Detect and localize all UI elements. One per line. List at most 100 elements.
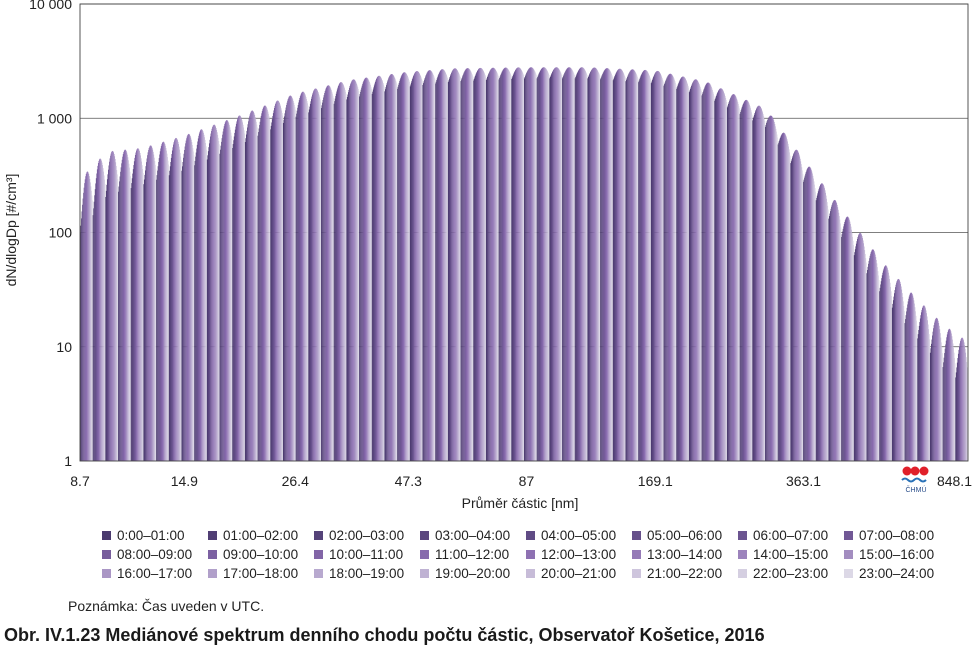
spectrum-bar xyxy=(965,357,967,461)
spectrum-bar xyxy=(880,281,882,461)
spectrum-bar xyxy=(305,97,307,461)
spectrum-bar xyxy=(346,99,348,461)
spectrum-bar xyxy=(307,105,309,462)
spectrum-bar xyxy=(478,68,480,461)
spectrum-bar xyxy=(618,68,620,462)
spectrum-bar xyxy=(941,342,942,461)
spectrum-bar xyxy=(81,211,83,461)
spectrum-bar xyxy=(112,150,113,461)
spectrum-bar xyxy=(433,76,435,462)
legend-label: 09:00–10:00 xyxy=(223,547,299,562)
spectrum-bar xyxy=(561,74,563,462)
spectrum-bar xyxy=(915,311,916,461)
spectrum-bar xyxy=(242,124,244,461)
spectrum-bar xyxy=(189,135,191,462)
spectrum-bar xyxy=(279,104,281,462)
spectrum-bar xyxy=(478,69,479,461)
spectrum-bar xyxy=(500,73,502,461)
spectrum-bar xyxy=(813,181,815,461)
spectrum-bar xyxy=(879,287,881,461)
spectrum-bar xyxy=(821,183,822,461)
spectrum-bar xyxy=(547,71,548,461)
spectrum-bar xyxy=(353,79,355,462)
spectrum-bar xyxy=(127,157,129,461)
spectrum-bar xyxy=(650,79,652,461)
spectrum-bar xyxy=(452,69,454,462)
spectrum-bar xyxy=(573,73,575,461)
spectrum-bar xyxy=(300,93,302,461)
spectrum-bar xyxy=(179,149,181,461)
spectrum-bar xyxy=(886,266,888,461)
spectrum-bar xyxy=(581,67,582,462)
spectrum-bar xyxy=(192,148,194,462)
spectrum-bar xyxy=(442,69,443,461)
spectrum-bar xyxy=(125,149,127,462)
spectrum-bar xyxy=(576,73,578,461)
spectrum-bar xyxy=(749,106,751,462)
spectrum-bar xyxy=(946,334,948,461)
spectrum-bar xyxy=(241,118,242,462)
spectrum-bar xyxy=(217,134,219,461)
spectrum-bar xyxy=(487,75,489,461)
spectrum-bar xyxy=(894,290,896,461)
spectrum-bar xyxy=(644,69,646,461)
y-tick-label: 100 xyxy=(49,225,73,241)
spectrum-bar xyxy=(256,121,257,462)
spectrum-bar xyxy=(789,155,791,461)
spectrum-bar xyxy=(526,71,528,461)
spectrum-bar xyxy=(953,347,954,461)
spectrum-bar xyxy=(946,337,948,461)
spectrum-bar xyxy=(315,88,316,461)
spectrum-bar xyxy=(319,97,321,461)
spectrum-bar xyxy=(332,93,333,461)
x-tick-label: 363.1 xyxy=(786,473,821,489)
spectrum-bar xyxy=(715,97,717,461)
spectrum-bar xyxy=(244,142,246,461)
spectrum-bar xyxy=(793,154,794,462)
spectrum-bar xyxy=(804,175,806,461)
spectrum-bar xyxy=(733,94,735,462)
spectrum-bar xyxy=(432,73,434,461)
spectrum-bar xyxy=(212,127,213,461)
spectrum-bar xyxy=(762,112,764,461)
legend-label: 21:00–22:00 xyxy=(647,566,723,581)
legend-swatch xyxy=(208,550,217,559)
spectrum-bar xyxy=(868,260,870,461)
spectrum-bar xyxy=(613,78,615,461)
spectrum-bar xyxy=(637,76,638,461)
legend-swatch xyxy=(738,531,747,540)
spectrum-bar xyxy=(436,80,437,462)
legend-label: 15:00–16:00 xyxy=(859,547,935,562)
spectrum-bar xyxy=(311,96,313,461)
spectrum-bar xyxy=(761,109,763,461)
spectrum-bar xyxy=(528,69,529,461)
spectrum-bar xyxy=(775,126,776,461)
spectrum-bar xyxy=(913,300,915,461)
spectrum-bar xyxy=(809,166,811,461)
spectrum-bar xyxy=(674,79,675,461)
spectrum-bar xyxy=(326,86,328,461)
spectrum-bar xyxy=(357,87,359,461)
spectrum-bar xyxy=(105,196,107,461)
spectrum-bar xyxy=(288,97,289,461)
spectrum-bar xyxy=(252,111,254,462)
spectrum-bar xyxy=(489,70,491,461)
spectrum-bar xyxy=(595,67,597,462)
spectrum-bar xyxy=(908,296,910,461)
spectrum-bar xyxy=(489,71,490,462)
legend-item: 18:00–19:00 xyxy=(314,564,420,583)
spectrum-bar xyxy=(808,166,810,461)
spectrum-bar xyxy=(390,74,391,461)
spectrum-bar xyxy=(864,253,866,461)
spectrum-bar xyxy=(144,174,146,461)
spectrum-bar xyxy=(607,68,609,461)
spectrum-bar xyxy=(132,173,134,461)
spectrum-bar xyxy=(171,154,173,462)
spectrum-bar xyxy=(141,165,143,461)
spectrum-bar xyxy=(334,101,335,461)
spectrum-bar xyxy=(851,233,853,461)
spectrum-bar xyxy=(422,84,424,462)
spectrum-bar xyxy=(606,68,608,462)
spectrum-bar xyxy=(265,106,267,461)
